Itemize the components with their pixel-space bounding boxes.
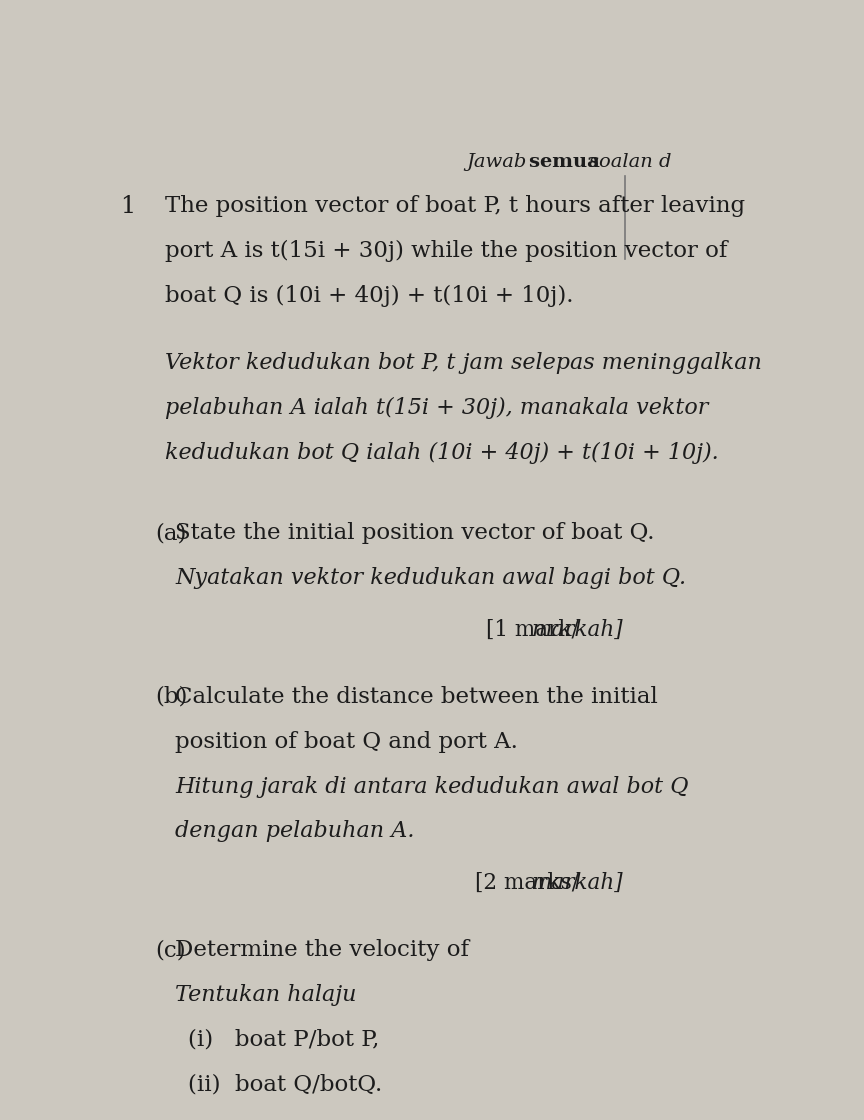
- Text: [1 mark/: [1 mark/: [486, 618, 579, 641]
- Text: Hitung jarak di antara kedudukan awal bot Q: Hitung jarak di antara kedudukan awal bo…: [175, 775, 689, 797]
- Text: (a): (a): [155, 522, 187, 544]
- Text: (c): (c): [155, 940, 186, 961]
- Text: 1: 1: [120, 195, 135, 217]
- Text: (i)   boat P/bot P,: (i) boat P/bot P,: [188, 1029, 379, 1051]
- Text: markah]: markah]: [532, 872, 624, 894]
- Text: (b): (b): [155, 685, 187, 708]
- Text: Tentukan halaju: Tentukan halaju: [175, 984, 357, 1006]
- Text: soalan d: soalan d: [588, 153, 671, 171]
- Text: dengan pelabuhan A.: dengan pelabuhan A.: [175, 820, 415, 842]
- Text: The position vector of boat P, t hours after leaving: The position vector of boat P, t hours a…: [165, 195, 745, 217]
- Text: State the initial position vector of boat Q.: State the initial position vector of boa…: [175, 522, 654, 544]
- Text: Jawab: Jawab: [467, 153, 533, 171]
- Text: Calculate the distance between the initial: Calculate the distance between the initi…: [175, 685, 658, 708]
- Text: boat Q is (10i + 40j) + t(10i + 10j).: boat Q is (10i + 40j) + t(10i + 10j).: [165, 284, 574, 307]
- Text: (ii)  boat Q/botQ.: (ii) boat Q/botQ.: [188, 1074, 383, 1095]
- Text: position of boat Q and port A.: position of boat Q and port A.: [175, 730, 518, 753]
- Text: pelabuhan A ialah t(15i + 30j), manakala vektor: pelabuhan A ialah t(15i + 30j), manakala…: [165, 396, 708, 419]
- Text: [2 marks/: [2 marks/: [475, 872, 579, 894]
- Text: Nyatakan vektor kedudukan awal bagi bot Q.: Nyatakan vektor kedudukan awal bagi bot …: [175, 567, 686, 589]
- Text: port A is t(15i + 30j) while the position vector of: port A is t(15i + 30j) while the positio…: [165, 240, 727, 262]
- Text: Vektor kedudukan bot P, t jam selepas meninggalkan: Vektor kedudukan bot P, t jam selepas me…: [165, 352, 762, 374]
- Text: markah]: markah]: [532, 618, 624, 641]
- Text: Determine the velocity of: Determine the velocity of: [175, 940, 469, 961]
- Text: kedudukan bot Q ialah (10i + 40j) + t(10i + 10j).: kedudukan bot Q ialah (10i + 40j) + t(10…: [165, 441, 719, 464]
- Text: semua: semua: [529, 153, 607, 171]
